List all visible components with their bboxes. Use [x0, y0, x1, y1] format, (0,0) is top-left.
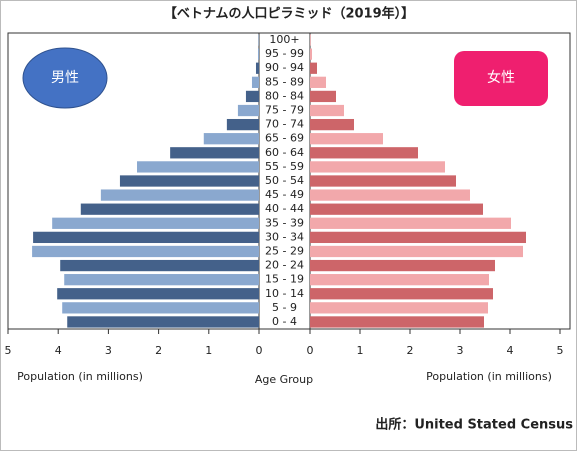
- bar: [119, 175, 259, 187]
- bar: [67, 316, 260, 328]
- x-tick-label: 1: [205, 344, 212, 357]
- x-axis-label-left: Population (in millions): [17, 370, 143, 383]
- bar: [258, 34, 259, 46]
- y-tick-label: 20 - 24: [265, 259, 304, 272]
- x-tick-label: 2: [155, 344, 162, 357]
- chart-title: 【ベトナムの人口ピラミッド（2019年）】: [164, 6, 414, 22]
- y-tick-label: 80 - 84: [265, 89, 304, 102]
- y-tick-label: 15 - 19: [265, 273, 304, 286]
- legend-marker: [22, 47, 108, 109]
- y-tick-label: 55 - 59: [265, 160, 304, 173]
- y-tick-label: 95 - 99: [265, 47, 304, 60]
- y-tick-label: 85 - 89: [265, 75, 304, 88]
- bar: [310, 34, 311, 46]
- bar: [226, 118, 259, 131]
- bar: [60, 259, 259, 272]
- x-tick-label: 0: [256, 344, 263, 357]
- x-tick-label: 1: [357, 344, 364, 357]
- y-tick-label: 30 - 34: [265, 230, 304, 243]
- bar: [310, 118, 354, 131]
- y-tick-label: 25 - 29: [265, 244, 304, 257]
- legend-marker: [454, 51, 548, 106]
- y-tick-label: 90 - 94: [265, 61, 304, 74]
- y-tick-label: 75 - 79: [265, 104, 304, 117]
- x-tick-label: 3: [105, 344, 112, 357]
- bar: [203, 133, 259, 145]
- bar: [52, 217, 260, 229]
- legend-label: 男性: [51, 70, 79, 86]
- bar: [310, 231, 526, 244]
- bar: [80, 203, 259, 215]
- x-tick-label: 5: [557, 344, 564, 357]
- bar: [310, 288, 493, 300]
- bar: [310, 104, 344, 117]
- plot-frame: [7, 32, 571, 330]
- y-tick-label: 35 - 39: [265, 216, 304, 229]
- y-tick-label: 40 - 44: [265, 202, 304, 215]
- bar: [310, 316, 484, 328]
- x-tick-label: 4: [507, 344, 514, 357]
- bar: [33, 231, 259, 244]
- y-tick-label: 10 - 14: [265, 287, 304, 300]
- x-axis-label-right: Population (in millions): [426, 370, 552, 383]
- bar: [310, 203, 483, 215]
- y-tick-label: 60 - 64: [265, 146, 304, 159]
- y-tick-label: 5 - 9: [272, 301, 297, 314]
- bar: [245, 90, 259, 103]
- bar: [137, 161, 259, 173]
- bar: [251, 76, 259, 88]
- bar: [310, 147, 418, 159]
- bar: [64, 274, 259, 286]
- bar: [170, 147, 259, 159]
- bar: [310, 133, 383, 145]
- y-axis-label: Age Group: [255, 373, 313, 386]
- bar: [32, 245, 259, 258]
- x-tick-label: 4: [55, 344, 62, 357]
- y-tick-label: 0 - 4: [272, 315, 297, 328]
- bar: [310, 189, 470, 201]
- bar: [310, 259, 495, 272]
- y-tick-label: 65 - 69: [265, 132, 304, 145]
- bar: [310, 245, 523, 258]
- x-tick-label: 5: [5, 344, 12, 357]
- bar: [310, 90, 336, 103]
- bar: [310, 76, 326, 88]
- bar: [310, 48, 312, 60]
- bar: [257, 48, 259, 60]
- bar: [100, 189, 260, 201]
- bar: [255, 62, 259, 74]
- x-tick-label: 2: [407, 344, 414, 357]
- bar: [310, 302, 488, 314]
- bar: [310, 62, 317, 74]
- legend-label: 女性: [487, 69, 515, 86]
- bar: [57, 288, 259, 300]
- x-tick-label: 0: [307, 344, 314, 357]
- source: 出所：United Stated Census: [375, 417, 573, 433]
- bar: [237, 104, 259, 117]
- x-tick-label: 3: [457, 344, 464, 357]
- y-tick-label: 100+: [269, 33, 299, 46]
- bar: [310, 217, 511, 229]
- y-tick-label: 50 - 54: [265, 174, 304, 187]
- y-tick-label: 70 - 74: [265, 118, 304, 131]
- bar: [310, 161, 445, 173]
- bar: [310, 274, 489, 286]
- y-tick-label: 45 - 49: [265, 188, 304, 201]
- bar: [62, 302, 259, 314]
- bar: [310, 175, 456, 187]
